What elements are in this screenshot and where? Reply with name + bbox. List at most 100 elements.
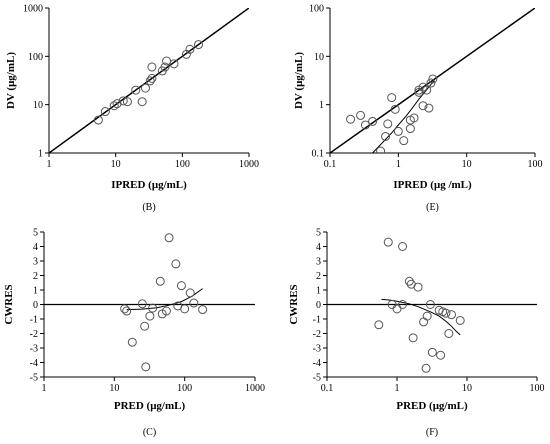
data-point bbox=[387, 93, 397, 103]
panel-b: 1 10 100 1000 1 10 100 1000 IPRED (μg/mL) DV (μg/… bbox=[5, 4, 259, 214]
y-tick-label: 5 bbox=[316, 228, 321, 239]
data-point bbox=[93, 115, 103, 125]
data-point bbox=[122, 306, 132, 316]
x-axis-title: PRED (μg/mL) bbox=[396, 400, 468, 412]
data-point bbox=[436, 350, 446, 360]
data-point bbox=[122, 97, 132, 107]
data-point bbox=[404, 276, 414, 286]
data-point bbox=[383, 119, 393, 129]
data-point bbox=[185, 288, 195, 298]
y-tick-label: -2 bbox=[313, 329, 321, 340]
data-point bbox=[422, 85, 432, 95]
y-axis-title: DV (μg/mL) bbox=[293, 52, 305, 109]
y-tick-label: 4 bbox=[33, 242, 38, 253]
x-tick-label: 1 bbox=[396, 159, 401, 170]
y-tick-label: 1 bbox=[316, 286, 321, 297]
data-point bbox=[446, 310, 456, 320]
data-point bbox=[419, 317, 429, 327]
x-axis-title: IPRED (μg/mL) bbox=[111, 179, 187, 191]
y-tick-label: 4 bbox=[316, 242, 321, 253]
x-axis-title: PRED (μg/mL) bbox=[114, 400, 186, 412]
data-point bbox=[374, 320, 384, 330]
data-point bbox=[368, 116, 378, 126]
data-point bbox=[140, 321, 150, 331]
data-point bbox=[398, 242, 408, 251]
y-tick-label: 1000 bbox=[23, 4, 43, 15]
x-tick-label: 1000 bbox=[245, 383, 265, 394]
trend-curve bbox=[372, 80, 435, 153]
data-point bbox=[160, 62, 170, 72]
data-point bbox=[140, 83, 150, 93]
data-point bbox=[147, 62, 157, 72]
data-point bbox=[141, 362, 151, 372]
data-point bbox=[148, 303, 158, 313]
data-point bbox=[185, 44, 195, 54]
data-point bbox=[137, 299, 147, 309]
panel-c: 1 10 100 1000 -5 -4 -3 -2 -1 0 1 2 3 4 5 PRED (μg/mL) CW… bbox=[3, 228, 265, 439]
data-point bbox=[171, 259, 181, 269]
data-point bbox=[356, 110, 366, 120]
data-point bbox=[137, 97, 147, 107]
data-point bbox=[155, 276, 165, 286]
y-tick-label: -2 bbox=[30, 329, 38, 340]
y-tick-label: 3 bbox=[33, 257, 38, 268]
data-point bbox=[425, 300, 435, 309]
x-tick-label: 1 bbox=[47, 159, 52, 170]
data-point bbox=[112, 99, 122, 109]
plot-area bbox=[49, 8, 249, 153]
data-point bbox=[393, 126, 403, 136]
x-tick-label: 100 bbox=[528, 159, 543, 170]
y-tick-label: -4 bbox=[30, 358, 38, 369]
data-point bbox=[161, 306, 171, 316]
data-point bbox=[383, 237, 393, 247]
data-point bbox=[109, 101, 119, 111]
data-point bbox=[145, 76, 155, 86]
panel-e: 0.1 1 10 100 0.1 1 10 100 IPRED (μg /mL) DV (μg/m… bbox=[293, 4, 543, 214]
y-tick-label: 5 bbox=[33, 228, 38, 239]
y-tick-label: -1 bbox=[30, 315, 38, 326]
y-tick-label: 1 bbox=[33, 286, 38, 297]
y-tick-label: 1 bbox=[38, 149, 43, 160]
identity-line bbox=[49, 8, 249, 153]
y-tick-label: 10 bbox=[314, 52, 324, 63]
data-point bbox=[398, 300, 408, 309]
data-point bbox=[405, 124, 415, 134]
data-point bbox=[441, 308, 451, 318]
y-tick-label: -3 bbox=[313, 344, 321, 355]
data-point bbox=[428, 74, 438, 84]
y-axis-title: DV (μg/mL) bbox=[5, 52, 17, 109]
data-point bbox=[194, 40, 204, 50]
data-point bbox=[444, 329, 454, 338]
data-point bbox=[426, 78, 436, 88]
data-point bbox=[392, 304, 402, 314]
data-point bbox=[424, 103, 434, 113]
data-point bbox=[399, 136, 409, 146]
data-point bbox=[409, 113, 419, 123]
x-tick-label: 10 bbox=[109, 383, 119, 394]
panel-label: (C) bbox=[143, 427, 156, 438]
x-axis-title: IPRED (μg /mL) bbox=[393, 179, 472, 191]
panel-label: (F) bbox=[426, 427, 438, 438]
plot-area bbox=[330, 8, 535, 153]
data-point bbox=[189, 298, 199, 308]
plot-area bbox=[374, 237, 465, 373]
data-point bbox=[455, 315, 465, 325]
data-point bbox=[390, 104, 400, 114]
data-point bbox=[198, 305, 208, 315]
data-point bbox=[147, 73, 157, 83]
y-tick-label: 0 bbox=[316, 300, 321, 311]
data-point bbox=[376, 146, 386, 153]
data-point bbox=[408, 333, 418, 343]
x-tick-label: 100 bbox=[175, 159, 190, 170]
data-point bbox=[421, 363, 431, 373]
panel-label: (E) bbox=[426, 202, 439, 213]
y-tick-label: 100 bbox=[28, 52, 43, 63]
data-point bbox=[381, 131, 391, 141]
x-tick-label: 1 bbox=[42, 383, 47, 394]
data-point bbox=[145, 311, 155, 321]
data-point bbox=[127, 337, 137, 347]
x-tick-label: 10 bbox=[111, 159, 121, 170]
data-point bbox=[346, 114, 356, 124]
y-axis-title: CWRES bbox=[3, 284, 15, 324]
